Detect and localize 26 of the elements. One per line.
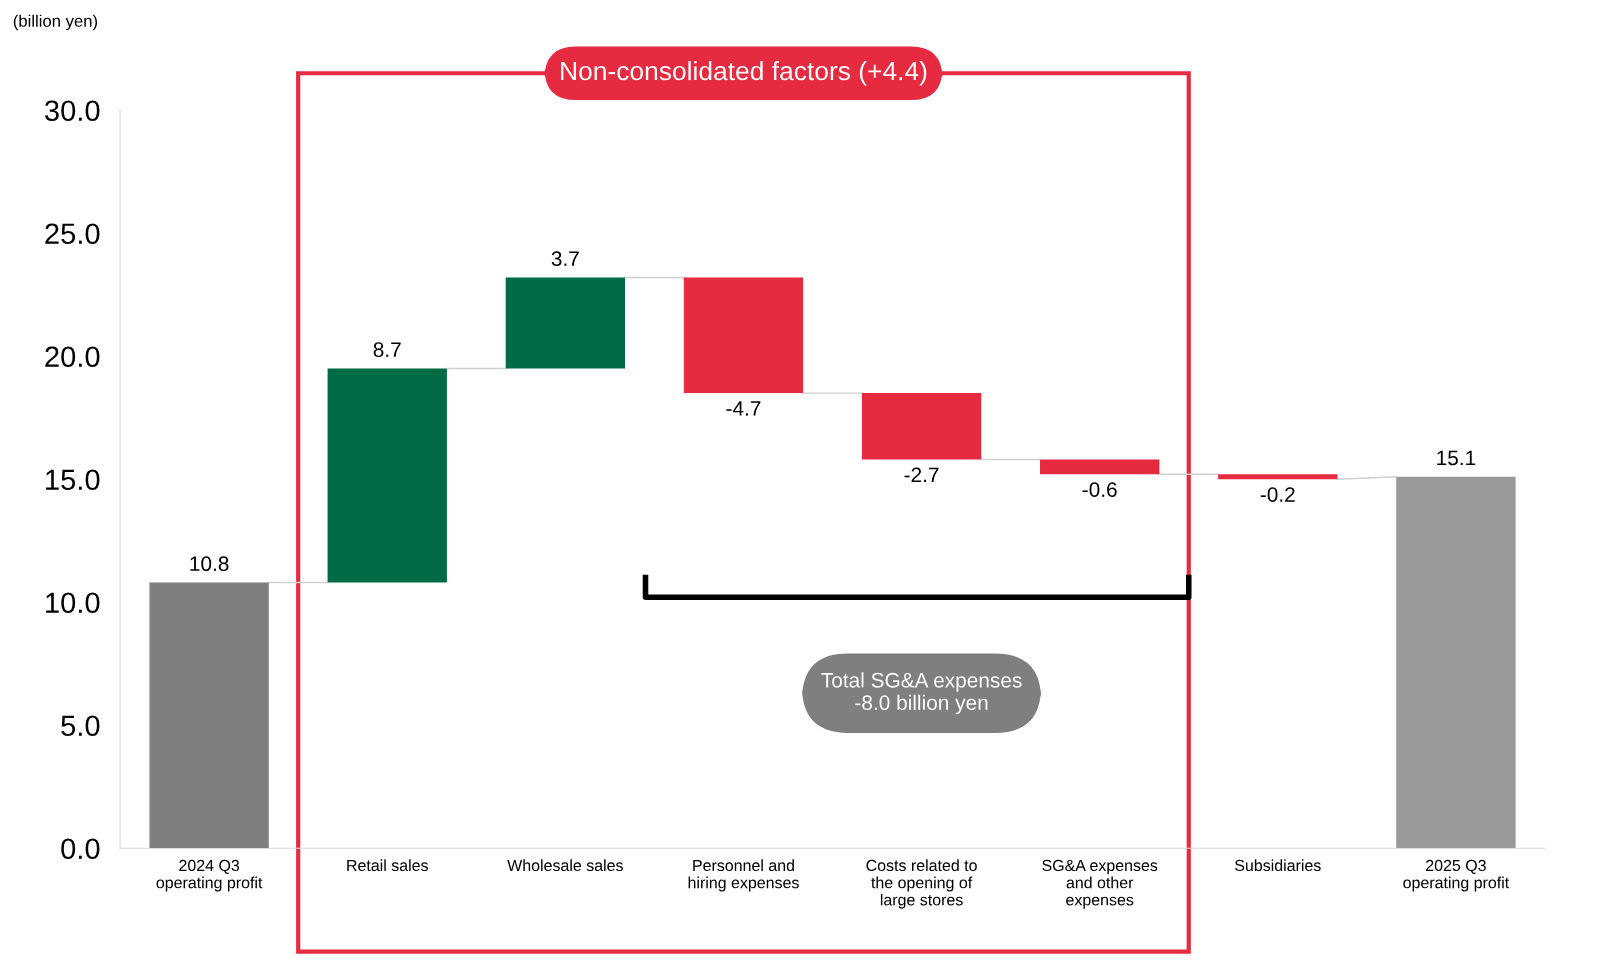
data-label: -2.7	[904, 467, 939, 483]
data-label: 10.8	[190, 556, 229, 572]
x-tick-label: 2024 Q3 operating profit	[156, 859, 263, 892]
x-tick-label: Costs related to the opening of large stores	[866, 859, 977, 909]
y-tick-label: 0.0	[61, 838, 100, 860]
x-tick-label: Subsidiaries	[1235, 859, 1321, 872]
data-label: -4.7	[726, 401, 761, 416]
data-label: 3.7	[551, 251, 579, 266]
text: Non-consolidated factors (+4.4)	[561, 60, 927, 86]
data-label: 8.7	[373, 342, 401, 357]
y-tick-label: 5.0	[61, 715, 100, 737]
y-tick-label: 25.0	[45, 223, 100, 245]
y-tick-label: 10.0	[46, 592, 100, 614]
annotation: Total SG&A expenses -8.0 billion yen	[821, 672, 1022, 715]
x-tick-label: SG&A expenses and other expenses	[1042, 859, 1158, 909]
data-label: -0.6	[1082, 482, 1117, 497]
y-tick-label: 20.0	[45, 346, 100, 368]
text: (billion yen)	[13, 14, 97, 31]
x-tick-label: Retail sales	[347, 859, 428, 872]
x-tick-label: Wholesale sales	[507, 859, 623, 872]
x-tick-label: Personnel and hiring expenses	[688, 859, 799, 892]
y-tick-label: 15.0	[46, 469, 100, 491]
x-tick-label: 2025 Q3 operating profit	[1403, 859, 1510, 892]
data-label: 15.1	[1437, 450, 1476, 466]
y-tick-label: 30.0	[44, 100, 100, 122]
data-label: -0.2	[1260, 487, 1295, 502]
